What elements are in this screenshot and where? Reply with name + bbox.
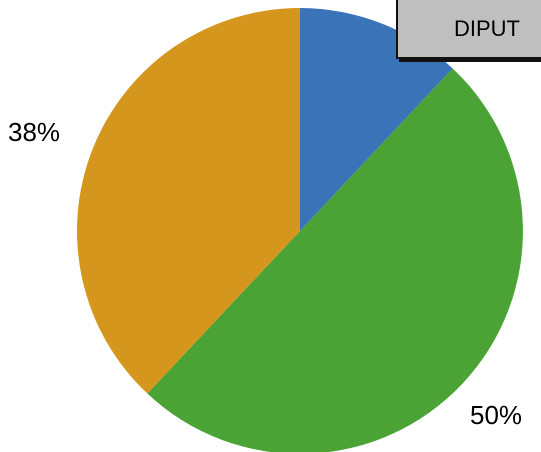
legend-label: DIPUT bbox=[454, 16, 520, 41]
pie-slice-blue bbox=[300, 8, 453, 231]
pie-slice-green bbox=[147, 68, 523, 452]
slice-label-38: 38% bbox=[8, 117, 61, 147]
legend-box: DIPUT bbox=[396, 0, 541, 59]
pie-slice-orange bbox=[77, 8, 300, 394]
slice-label-50: 50% bbox=[470, 400, 523, 430]
